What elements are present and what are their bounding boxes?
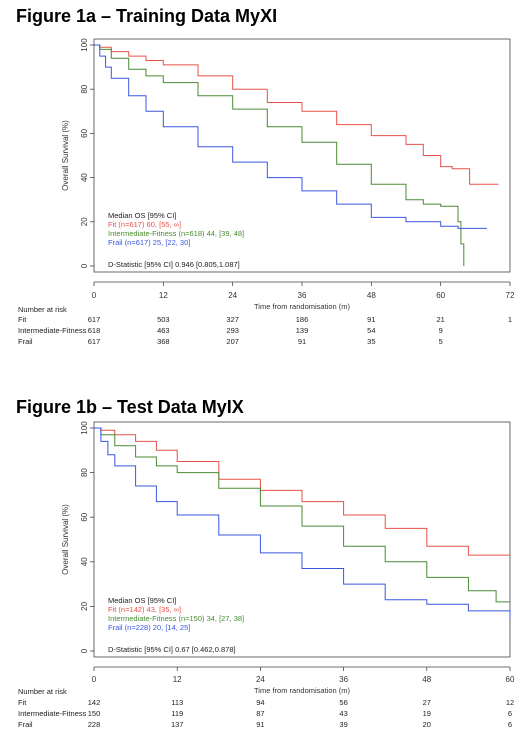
- risk-value-intermediate: 618: [88, 326, 101, 335]
- risk-value-fit: 113: [171, 698, 183, 707]
- risk-row-label-intermediate: Intermediate-Fitness: [18, 326, 87, 335]
- figure-1b-title: Figure 1b – Test Data MyIX: [16, 397, 244, 417]
- risk-value-fit: 503: [157, 315, 170, 324]
- risk-value-fit: 142: [88, 698, 101, 707]
- risk-value-frail: 91: [298, 337, 306, 346]
- x-tick-label: 36: [298, 291, 307, 300]
- risk-value-fit: 186: [296, 315, 309, 324]
- risk-value-intermediate: 43: [339, 709, 347, 718]
- risk-value-frail: 207: [226, 337, 239, 346]
- x-tick-label: 48: [367, 291, 376, 300]
- risk-value-fit: 1: [508, 315, 512, 324]
- risk-value-frail: 39: [339, 720, 347, 729]
- x-tick-label: 24: [256, 675, 265, 684]
- figure-1a-title: Figure 1a – Training Data MyXI: [16, 6, 278, 26]
- risk-value-intermediate: 54: [367, 326, 375, 335]
- legend-d-statistic: D-Statistic [95% CI] 0.946 [0.805,1.087]: [108, 260, 240, 269]
- y-tick-label: 60: [80, 128, 89, 137]
- x-tick-label: 0: [92, 675, 97, 684]
- survival-curve-intermediate-fitness: [94, 44, 465, 266]
- risk-value-fit: 327: [226, 315, 239, 324]
- x-tick-label: 0: [92, 291, 97, 300]
- risk-value-frail: 35: [367, 337, 375, 346]
- y-tick-label: 80: [80, 84, 89, 93]
- y-tick-label: 60: [80, 512, 89, 521]
- risk-value-fit: 21: [436, 315, 444, 324]
- y-tick-label: 0: [80, 263, 89, 268]
- risk-value-frail: 91: [256, 720, 264, 729]
- risk-value-frail: 5: [439, 337, 443, 346]
- x-tick-label: 48: [422, 675, 431, 684]
- x-tick-label: 12: [159, 291, 168, 300]
- y-tick-label: 100: [80, 421, 89, 435]
- y-tick-label: 20: [80, 601, 89, 610]
- y-axis-label: Overall Survival (%): [61, 504, 70, 575]
- risk-row-label-intermediate: Intermediate-Fitness: [18, 709, 87, 718]
- y-axis-label: Overall Survival (%): [61, 120, 70, 191]
- risk-value-fit: 91: [367, 315, 375, 324]
- x-tick-label: 12: [173, 675, 182, 684]
- risk-value-fit: 27: [423, 698, 431, 707]
- survival-curve-fit: [94, 427, 510, 556]
- risk-value-fit: 94: [256, 698, 264, 707]
- y-tick-label: 20: [80, 217, 89, 226]
- figure-1a-chart: 0 20 40 60 80 100 Overall Survival (%) 0 12 24 36 4…: [18, 38, 515, 346]
- legend-entry-fit: Fit (n=142) 43, [35, ∞]: [108, 605, 181, 614]
- risk-value-intermediate: 293: [226, 326, 239, 335]
- risk-value-fit: 56: [339, 698, 347, 707]
- risk-value-intermediate: 6: [508, 709, 512, 718]
- y-tick-label: 40: [80, 173, 89, 182]
- risk-row-label-frail: Frail: [18, 337, 33, 346]
- risk-value-frail: 368: [157, 337, 170, 346]
- x-tick-label: 36: [339, 675, 348, 684]
- risk-value-frail: 137: [171, 720, 184, 729]
- plot-frame: [93, 421, 511, 658]
- risk-value-frail: 617: [88, 337, 101, 346]
- x-tick-label: 72: [506, 291, 515, 300]
- y-tick-label: 80: [80, 468, 89, 477]
- x-axis-label: Time from randomisation (m): [254, 686, 350, 695]
- risk-value-frail: 6: [508, 720, 512, 729]
- x-tick-label: 60: [506, 675, 515, 684]
- risk-value-fit: 12: [506, 698, 514, 707]
- x-tick-label: 60: [436, 291, 445, 300]
- legend-entry-fit: Fit (n=617) 60, [55, ∞]: [108, 220, 181, 229]
- risk-table-header: Number at risk: [18, 687, 67, 696]
- x-axis-label: Time from randomisation (m): [254, 302, 350, 311]
- plot-frame: [93, 38, 511, 273]
- y-tick-label: 40: [80, 557, 89, 566]
- risk-value-frail: 228: [88, 720, 101, 729]
- risk-value-intermediate: 119: [171, 709, 183, 718]
- legend-header: Median OS [95% CI]: [108, 596, 176, 605]
- risk-value-frail: 20: [423, 720, 431, 729]
- y-tick-label: 100: [80, 38, 89, 52]
- survival-curve-frail: [94, 44, 487, 229]
- risk-row-label-fit: Fit: [18, 698, 27, 707]
- risk-value-fit: 617: [88, 315, 101, 324]
- x-tick-label: 24: [228, 291, 237, 300]
- risk-value-intermediate: 150: [88, 709, 101, 718]
- risk-value-intermediate: 87: [256, 709, 264, 718]
- risk-value-intermediate: 19: [423, 709, 431, 718]
- risk-value-intermediate: 139: [296, 326, 309, 335]
- legend-header: Median OS [95% CI]: [108, 211, 176, 220]
- risk-row-label-frail: Frail: [18, 720, 33, 729]
- risk-row-label-fit: Fit: [18, 315, 27, 324]
- risk-value-intermediate: 463: [157, 326, 170, 335]
- survival-curve-intermediate-fitness: [94, 427, 510, 603]
- legend-entry-frail: Frail (n=228) 20, [14, 25]: [108, 623, 190, 632]
- legend-entry-intermediate-fitness: Intermediate-Fitness (n=618) 44, [39, 48…: [108, 229, 244, 238]
- y-tick-label: 0: [80, 648, 89, 653]
- legend-entry-frail: Frail (n=617) 25, [22, 30]: [108, 238, 190, 247]
- survival-curve-frail: [94, 427, 511, 618]
- legend-d-statistic: D-Statistic [95% CI] 0.67 [0.462,0.878]: [108, 645, 236, 654]
- legend-entry-intermediate-fitness: Intermediate-Fitness (n=150) 34, [27, 38…: [108, 614, 244, 623]
- risk-value-intermediate: 9: [439, 326, 443, 335]
- risk-table-header: Number at risk: [18, 305, 67, 314]
- survival-curve-fit: [94, 44, 499, 185]
